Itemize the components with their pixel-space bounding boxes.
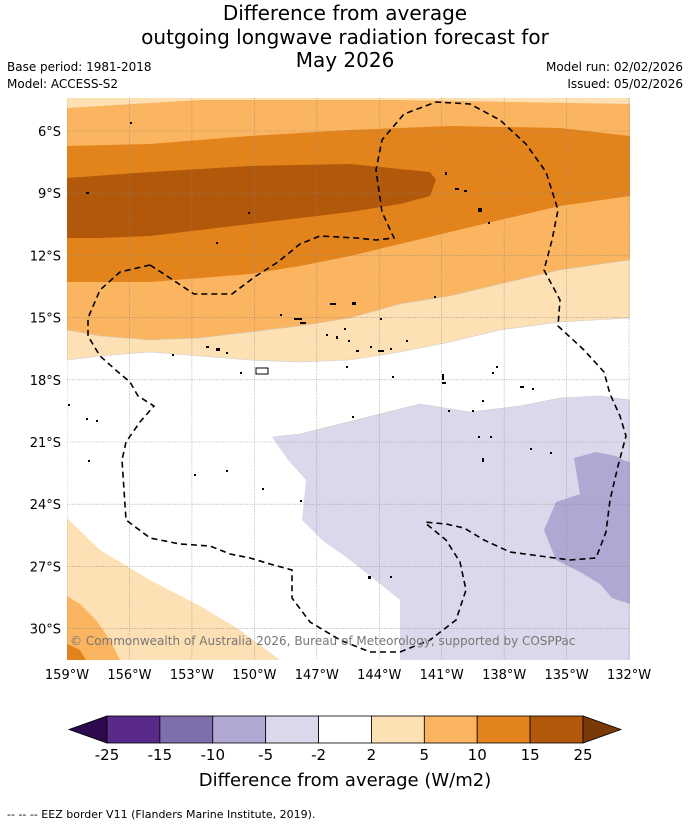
lat-tick-label: 30°S bbox=[30, 623, 61, 638]
colorbar-segment bbox=[106, 715, 161, 744]
colorbar-segment bbox=[529, 715, 584, 744]
colorbar-tick-label: -2 bbox=[311, 746, 327, 764]
lon-tick-label: 138°W bbox=[482, 668, 526, 683]
base-period: Base period: 1981-2018 bbox=[7, 60, 152, 74]
colorbar-label: Difference from average (W/m2) bbox=[198, 770, 492, 791]
title-line-1: Difference from average bbox=[222, 1, 468, 25]
colorbar-segment bbox=[212, 715, 267, 744]
model-run: Model run: 02/02/2026 bbox=[545, 60, 683, 74]
colorbar-tick-label: 2 bbox=[366, 746, 377, 764]
colorbar-segment bbox=[423, 715, 478, 744]
lon-tick-label: 144°W bbox=[357, 668, 401, 683]
lat-tick-label: 12°S bbox=[30, 249, 61, 264]
colorbar-tick-label: 10 bbox=[467, 746, 487, 764]
map-plot-area bbox=[67, 98, 630, 660]
lat-tick-label: 24°S bbox=[30, 498, 61, 513]
lon-tick-label: 132°W bbox=[607, 668, 651, 683]
eez-border-west bbox=[87, 264, 467, 653]
lat-tick-label: 18°S bbox=[30, 374, 61, 389]
latitude-labels: 6°S 9°S 12°S 15°S 18°S 21°S 24°S 27°S 30°S bbox=[30, 125, 61, 638]
model-name: Model: ACCESS-S2 bbox=[7, 77, 119, 91]
band-neg-5-10 bbox=[544, 452, 630, 604]
lat-tick-label: 15°S bbox=[30, 312, 61, 327]
colorbar-over-arrow bbox=[582, 715, 623, 744]
colorbar-under-arrow bbox=[67, 715, 108, 744]
lon-tick-label: 147°W bbox=[295, 668, 339, 683]
colorbar-segment bbox=[476, 715, 531, 744]
meta-right: Model run: 02/02/2026 Issued: 05/02/2026 bbox=[546, 59, 683, 93]
colorbar-segment bbox=[159, 715, 214, 744]
colorbar-tick-label: 5 bbox=[419, 746, 430, 764]
lon-tick-label: 156°W bbox=[107, 668, 151, 683]
lon-tick-label: 141°W bbox=[420, 668, 464, 683]
lon-tick-label: 159°W bbox=[45, 668, 89, 683]
islands bbox=[68, 122, 552, 579]
lat-tick-label: 27°S bbox=[30, 560, 61, 575]
colorbar-tick-label: -15 bbox=[147, 746, 173, 764]
lon-tick-label: 153°W bbox=[170, 668, 214, 683]
title-line-2: outgoing longwave radiation forecast for bbox=[141, 24, 549, 49]
colorbar-tick-label: 15 bbox=[520, 746, 540, 764]
lat-tick-label: 9°S bbox=[38, 187, 61, 202]
band-neg-5-10-b bbox=[574, 454, 630, 492]
colorbar-segment bbox=[371, 715, 425, 744]
colorbar-tick-label: 25 bbox=[573, 746, 593, 764]
lon-tick-label: 135°W bbox=[545, 668, 589, 683]
colorbar-tick-label: -10 bbox=[200, 746, 226, 764]
issued-date: Issued: 05/02/2026 bbox=[567, 77, 683, 91]
contour-lines bbox=[67, 259, 630, 438]
colorbar-segment bbox=[265, 715, 319, 744]
lat-tick-label: 6°S bbox=[38, 125, 61, 140]
colorbar-tick-label: -25 bbox=[94, 746, 120, 764]
eez-footnote: -- -- -- EEZ border V11 (Flanders Marine… bbox=[7, 808, 316, 821]
lon-tick-label: 150°W bbox=[232, 668, 276, 683]
copyright-notice: © Commonwealth of Australia 2026, Bureau… bbox=[70, 634, 576, 648]
colorbar bbox=[67, 715, 623, 744]
lat-tick-label: 21°S bbox=[30, 436, 61, 451]
longitude-labels: 159°W 156°W 153°W 150°W 147°W 144°W 141°W 138°W… bbox=[45, 668, 651, 683]
band-sw-10-15 bbox=[67, 644, 86, 660]
band-15-25 bbox=[67, 164, 436, 238]
chart-title: Difference from average outgoing longwav… bbox=[0, 1, 690, 73]
meta-left: Base period: 1981-2018 Model: ACCESS-S2 bbox=[7, 59, 152, 93]
band-sw-5-10 bbox=[67, 596, 120, 660]
band-sw-2-5 bbox=[67, 518, 280, 660]
colorbar-segment bbox=[318, 715, 372, 744]
colorbar-tick-label: -5 bbox=[258, 746, 274, 764]
title-line-3: May 2026 bbox=[295, 48, 395, 72]
band-neg-2-5 bbox=[272, 396, 630, 660]
